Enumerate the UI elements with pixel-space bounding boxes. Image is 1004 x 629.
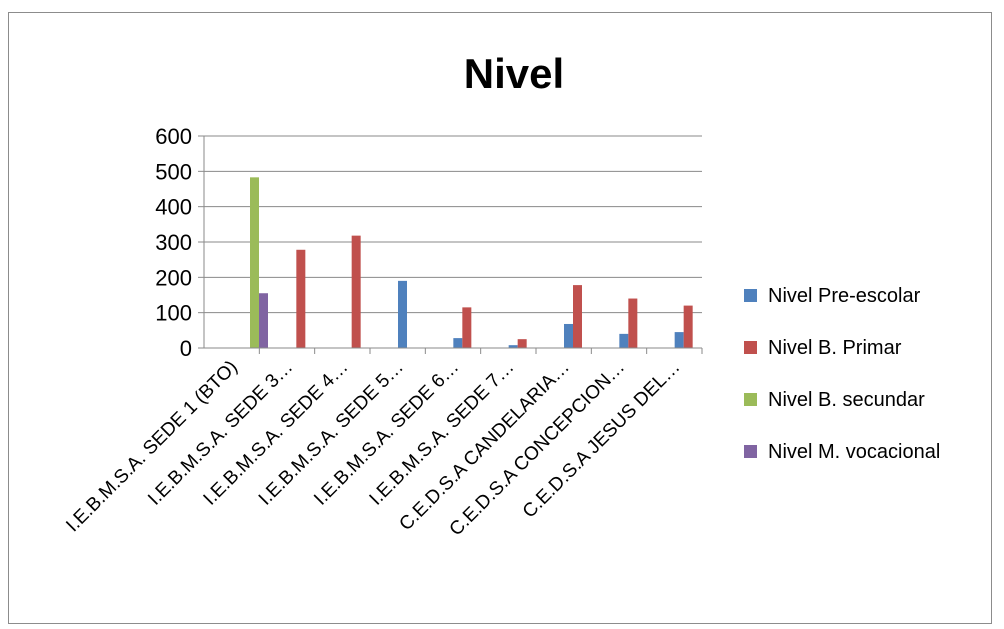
y-axis-ticks: 0 100 200 300 400 500 600	[155, 124, 192, 361]
bar	[674, 332, 684, 348]
y-tick-label: 500	[155, 159, 192, 184]
bar	[296, 249, 306, 348]
bars	[250, 177, 693, 348]
y-tick-label: 100	[155, 301, 192, 326]
y-tick-label: 200	[155, 265, 192, 290]
legend-label: Nivel Pre-escolar	[768, 285, 921, 307]
bar	[462, 307, 472, 348]
chart-frame: Nivel 0 100 200 300 400 500 600 I.E.B.M.S.A. S…	[8, 12, 992, 624]
bar	[683, 305, 693, 348]
legend-swatch	[744, 393, 757, 406]
y-tick-label: 300	[155, 230, 192, 255]
legend-label: Nivel B. Primar	[768, 337, 902, 359]
bar	[619, 333, 629, 348]
bar	[351, 235, 361, 348]
bar	[250, 177, 259, 348]
legend-label: Nivel B. secundar	[768, 389, 925, 411]
bar	[508, 345, 518, 348]
legend-swatch	[744, 341, 757, 354]
legend-swatch	[744, 445, 757, 458]
y-tick-label: 600	[155, 124, 192, 149]
chart-svg: Nivel 0 100 200 300 400 500 600 I.E.B.M.S.A. S…	[62, 50, 940, 541]
axes	[198, 135, 703, 354]
bar	[628, 298, 638, 348]
bar	[573, 285, 582, 348]
legend: Nivel Pre-escolar Nivel B. Primar Nivel B.…	[744, 285, 940, 463]
legend-label: Nivel M. vocacional	[768, 441, 940, 463]
bar	[398, 280, 407, 348]
x-axis-labels: I.E.B.M.S.A. SEDE 1 (BTO)I.E.B.M.S.A. SE…	[62, 357, 684, 541]
bar	[564, 323, 573, 348]
gridlines	[204, 135, 702, 314]
y-tick-label: 400	[155, 195, 192, 220]
bar	[259, 293, 268, 348]
y-tick-label: 0	[180, 336, 192, 361]
chart-title: Nivel	[464, 50, 564, 97]
bar	[517, 339, 527, 348]
bar	[453, 338, 463, 348]
legend-swatch	[744, 289, 757, 302]
